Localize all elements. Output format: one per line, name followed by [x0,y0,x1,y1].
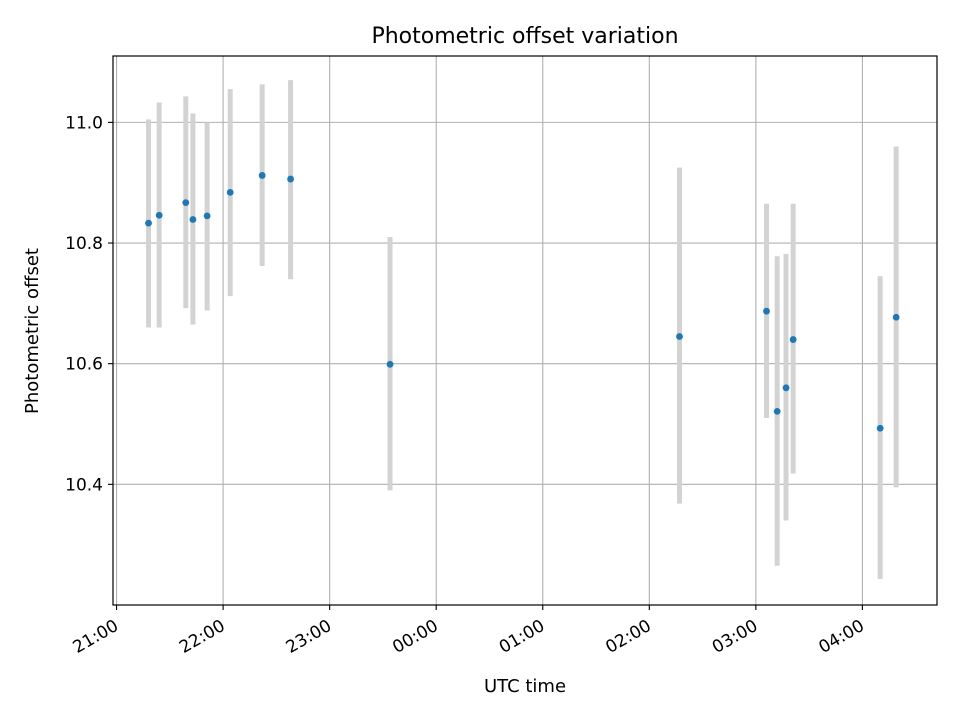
data-point [189,216,197,223]
data-points [145,172,900,432]
data-point [676,333,683,340]
plot-frame [112,55,938,606]
y-tick-label: 10.4 [65,475,103,495]
y-tick-label: 11.0 [65,113,103,133]
grid-lines [113,56,937,605]
data-point [763,307,770,315]
data-point [782,384,790,392]
data-point [155,211,163,219]
data-point [182,199,190,207]
data-point [789,336,797,343]
chart-title: Photometric offset variation [371,24,678,49]
y-tick-label: 10.6 [65,355,103,375]
data-point [773,407,781,415]
x-axis-label: UTC time [484,676,566,697]
data-point [203,212,211,220]
data-point [145,219,152,227]
y-axis-label: Photometric offset [22,248,43,414]
y-tick-label: 10.8 [65,234,103,254]
data-point [258,172,266,179]
data-point [226,188,234,196]
data-point [876,424,884,432]
y-axis-ticks: 10.4 10.6 10.8 11.0 [65,113,113,495]
data-point [287,175,294,183]
data-point [386,360,394,368]
data-point [892,313,900,321]
